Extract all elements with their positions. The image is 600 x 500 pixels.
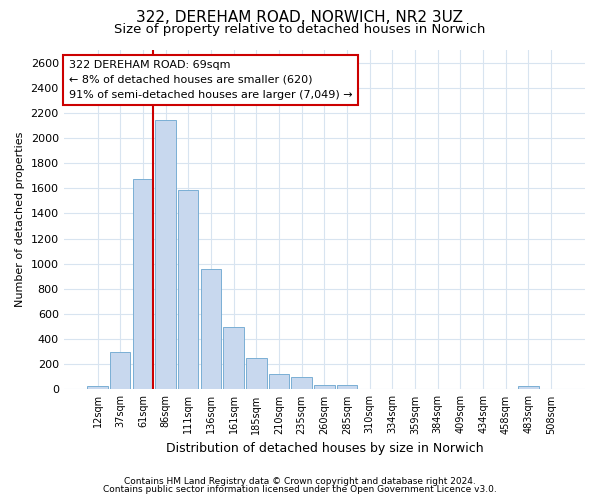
Text: Contains public sector information licensed under the Open Government Licence v3: Contains public sector information licen…	[103, 485, 497, 494]
Bar	[269, 374, 289, 390]
Y-axis label: Number of detached properties: Number of detached properties	[15, 132, 25, 308]
Text: 322, DEREHAM ROAD, NORWICH, NR2 3UZ: 322, DEREHAM ROAD, NORWICH, NR2 3UZ	[137, 10, 464, 25]
Bar	[314, 385, 335, 390]
Bar	[110, 352, 130, 390]
Text: 322 DEREHAM ROAD: 69sqm
← 8% of detached houses are smaller (620)
91% of semi-de: 322 DEREHAM ROAD: 69sqm ← 8% of detached…	[69, 60, 353, 100]
Bar	[178, 190, 199, 390]
Bar	[223, 326, 244, 390]
Bar	[292, 377, 312, 390]
Bar	[518, 386, 539, 390]
Bar	[155, 120, 176, 390]
Bar	[246, 358, 266, 390]
Bar	[133, 180, 153, 390]
Bar	[337, 385, 357, 390]
Text: Size of property relative to detached houses in Norwich: Size of property relative to detached ho…	[115, 22, 485, 36]
X-axis label: Distribution of detached houses by size in Norwich: Distribution of detached houses by size …	[166, 442, 483, 455]
Text: Contains HM Land Registry data © Crown copyright and database right 2024.: Contains HM Land Registry data © Crown c…	[124, 477, 476, 486]
Bar	[88, 386, 108, 390]
Bar	[201, 268, 221, 390]
